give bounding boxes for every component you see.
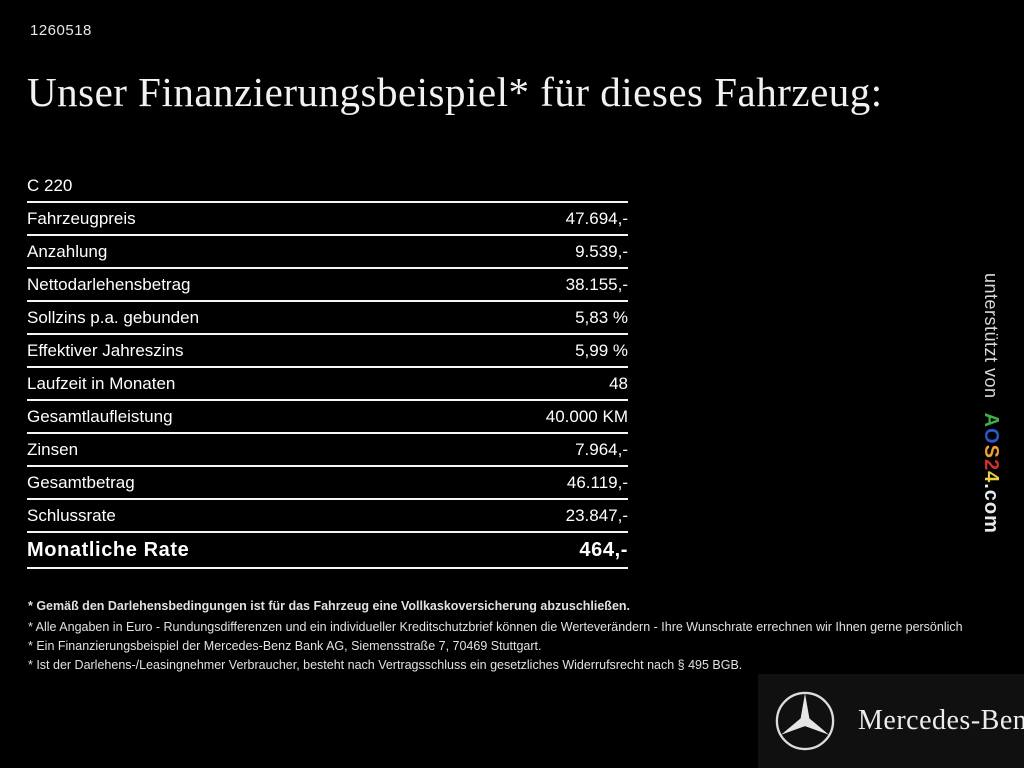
table-row: Gesamtlaufleistung 40.000 KM (27, 401, 628, 434)
mercedes-star-icon (775, 691, 835, 751)
watermark-suffix: .com (980, 483, 1002, 534)
footnote-widerrufsrecht: * Ist der Darlehens-/Leasingnehmer Verbr… (28, 658, 743, 672)
row-label: Laufzeit in Monaten (27, 373, 176, 393)
total-label: Monatliche Rate (27, 538, 190, 561)
row-value: 46.119,- (566, 472, 628, 492)
footnotes: * Gemäß den Darlehensbedingungen ist für… (28, 599, 1018, 677)
row-label: Sollzins p.a. gebunden (27, 307, 200, 327)
footnote-insurance: * Gemäß den Darlehensbedingungen ist für… (28, 599, 631, 613)
row-value: 40.000 KM (545, 406, 628, 426)
page-title: Unser Finanzierungsbeispiel* für dieses … (27, 69, 883, 115)
row-label: Gesamtbetrag (27, 472, 135, 492)
row-label: Effektiver Jahreszins (27, 340, 184, 360)
table-row: Schlussrate 23.847,- (27, 500, 628, 533)
row-label: Fahrzeugpreis (27, 208, 136, 228)
row-value: 48 (609, 373, 628, 393)
table-row-monthly-rate: Monatliche Rate 464,- (27, 533, 628, 569)
row-label: Zinsen (27, 439, 79, 459)
row-value: 23.847,- (565, 505, 628, 525)
table-row: Gesamtbetrag 46.119,- (27, 467, 628, 500)
row-label: Schlussrate (27, 505, 116, 525)
row-value: 5,83 % (575, 307, 628, 327)
row-value: 5,99 % (575, 340, 628, 360)
row-label: Nettodarlehensbetrag (27, 274, 191, 294)
table-row: Zinsen 7.964,- (27, 434, 628, 467)
table-row: Laufzeit in Monaten 48 (27, 368, 628, 401)
row-value: 47.694,- (565, 208, 628, 228)
watermark-supported-by: unterstützt von AOS24.com (979, 273, 1002, 534)
table-row: Effektiver Jahreszins 5,99 % (27, 335, 628, 368)
footnote-bank: * Ein Finanzierungsbeispiel der Mercedes… (28, 639, 542, 653)
table-row: Nettodarlehensbetrag 38.155,- (27, 269, 628, 302)
mercedes-benz-wordmark: Mercedes-Benz (858, 705, 1024, 736)
model-name: C 220 (27, 175, 73, 195)
table-row: Anzahlung 9.539,- (27, 236, 628, 269)
row-label: Anzahlung (27, 241, 108, 261)
table-row: Sollzins p.a. gebunden 5,83 % (27, 302, 628, 335)
financing-table: C 220 Fahrzeugpreis 47.694,- Anzahlung 9… (27, 170, 628, 569)
table-row: Fahrzeugpreis 47.694,- (27, 203, 628, 236)
footnote-euro-info: * Alle Angaben in Euro - Rundungsdiffere… (28, 620, 963, 634)
total-value: 464,- (579, 538, 628, 561)
row-value: 38.155,- (565, 274, 628, 294)
table-row-model: C 220 (27, 170, 628, 203)
row-value: 9.539,- (575, 241, 628, 261)
row-label: Gesamtlaufleistung (27, 406, 173, 426)
watermark-prefix: unterstützt von (981, 273, 1001, 399)
mercedes-footer-panel: Mercedes-Benz (758, 674, 1024, 768)
aos24-logo: AOS24.com (980, 412, 1002, 534)
row-value: 7.964,- (575, 439, 628, 459)
document-id: 1260518 (30, 22, 92, 39)
